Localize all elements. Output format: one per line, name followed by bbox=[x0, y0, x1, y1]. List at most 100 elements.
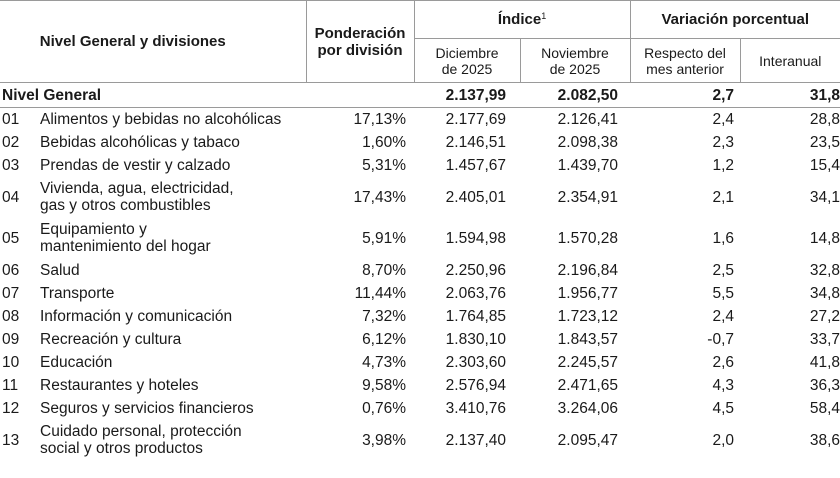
division-nov-index: 1.439,70 bbox=[557, 156, 619, 174]
division-code: 12 bbox=[2, 399, 20, 417]
division-dec-index: 2.405,01 bbox=[445, 188, 507, 206]
index-header: Índice1 bbox=[413, 0, 631, 39]
prev-header-line2: mes anterior bbox=[646, 60, 724, 77]
variation-header: Variación porcentual bbox=[629, 0, 840, 39]
division-code: 11 bbox=[2, 376, 19, 394]
prev-month-header: Respecto del mes anterior bbox=[629, 38, 741, 83]
division-name-line1: Prendas de vestir y calzado bbox=[40, 156, 231, 174]
division-name: Vivienda, agua, electricidad, gas y otros… bbox=[38, 177, 306, 218]
division-yoy-variation: 34,8 bbox=[809, 284, 840, 302]
division-row: 04 Vivienda, agua, electricidad, gas y otr… bbox=[0, 177, 840, 218]
division-weight: 0,76% bbox=[362, 399, 407, 417]
division-name: Seguros y servicios financieros bbox=[38, 397, 306, 420]
division-nov-index: 2.098,38 bbox=[557, 133, 619, 151]
divisions-header-label: Nivel General y divisiones bbox=[39, 33, 226, 50]
index-footnote-mark: 1 bbox=[541, 11, 547, 21]
variation-header-label: Variación porcentual bbox=[661, 11, 810, 28]
division-name: Cuidado personal, protección social y otr… bbox=[38, 420, 306, 461]
division-code: 08 bbox=[2, 307, 20, 325]
weight-header-line1: Ponderación bbox=[314, 24, 406, 42]
weight-header-line2: por división bbox=[317, 41, 403, 59]
division-name: Transporte bbox=[38, 282, 306, 305]
division-nov-index: 1.723,12 bbox=[557, 307, 619, 325]
division-weight: 1,60% bbox=[362, 133, 407, 151]
division-dec-index: 2.063,76 bbox=[445, 284, 507, 302]
general-level-dec: 2.137,99 bbox=[414, 82, 521, 108]
division-monthly-variation: 1,2 bbox=[712, 156, 735, 174]
division-name-line1: Cuidado personal, protección bbox=[40, 423, 242, 440]
division-name-line1: Equipamiento y bbox=[40, 221, 147, 238]
division-nov-index: 2.095,47 bbox=[557, 431, 619, 449]
division-row: 09 Recreación y cultura 6,12% 1.830,10 1.843… bbox=[0, 328, 840, 351]
division-dec-index: 2.576,94 bbox=[445, 376, 507, 394]
division-code: 07 bbox=[2, 284, 20, 302]
division-row: 07 Transporte 11,44% 2.063,76 1.956,77 5,5 34,… bbox=[0, 282, 840, 305]
division-row: 13 Cuidado personal, protección social y o… bbox=[0, 420, 840, 461]
division-monthly-variation: 4,3 bbox=[712, 376, 735, 394]
division-row: 03 Prendas de vestir y calzado 5,31% 1.457,… bbox=[0, 154, 840, 177]
division-dec-index: 3.410,76 bbox=[445, 399, 507, 417]
division-name-line1: Restaurantes y hoteles bbox=[40, 376, 199, 394]
yoy-header: Interanual bbox=[739, 38, 840, 83]
division-dec-index: 2.146,51 bbox=[445, 133, 507, 151]
division-yoy-variation: 28,8 bbox=[809, 110, 840, 128]
division-monthly-variation: 2,6 bbox=[712, 353, 735, 371]
division-yoy-variation: 34,1 bbox=[809, 188, 840, 206]
table-body: Nivel General 2.137,99 2.082,50 2,7 31,8… bbox=[0, 82, 840, 461]
division-monthly-variation: 2,0 bbox=[712, 431, 735, 449]
division-name: Restaurantes y hoteles bbox=[38, 374, 306, 397]
division-code: 06 bbox=[2, 261, 20, 279]
division-row: 11 Restaurantes y hoteles 9,58% 2.576,94 2.4… bbox=[0, 374, 840, 397]
dec-header-line2: de 2025 bbox=[441, 60, 493, 77]
division-nov-index: 2.126,41 bbox=[557, 110, 619, 128]
division-code: 02 bbox=[2, 133, 20, 151]
division-row: 01 Alimentos y bebidas no alcohólicas 17,1… bbox=[0, 108, 840, 131]
general-level-label: Nivel General bbox=[0, 82, 307, 108]
division-name-line2: mantenimiento del hogar bbox=[40, 238, 211, 255]
division-row: 10 Educación 4,73% 2.303,60 2.245,57 2,6 41,8 bbox=[0, 351, 840, 374]
cpi-table: Nivel General y divisiones Ponderación p… bbox=[0, 0, 840, 461]
division-dec-index: 1.764,85 bbox=[445, 307, 507, 325]
divisions-header: Nivel General y divisiones bbox=[0, 0, 307, 83]
division-name-line1: Bebidas alcohólicas y tabaco bbox=[40, 133, 240, 151]
division-code: 03 bbox=[2, 156, 20, 174]
division-dec-index: 2.303,60 bbox=[445, 353, 507, 371]
division-code: 10 bbox=[2, 353, 20, 371]
division-code: 01 bbox=[2, 110, 20, 128]
division-yoy-variation: 23,5 bbox=[809, 133, 840, 151]
general-level-var: 2,7 bbox=[630, 82, 741, 108]
division-yoy-variation: 27,2 bbox=[809, 307, 840, 325]
dec-header-line1: Diciembre bbox=[435, 44, 499, 61]
division-yoy-variation: 33,7 bbox=[809, 330, 840, 348]
division-code: 09 bbox=[2, 330, 20, 348]
division-yoy-variation: 36,3 bbox=[809, 376, 840, 394]
division-weight: 5,91% bbox=[362, 229, 407, 247]
division-weight: 17,13% bbox=[353, 110, 407, 128]
division-name: Bebidas alcohólicas y tabaco bbox=[38, 131, 306, 154]
general-level-row: Nivel General 2.137,99 2.082,50 2,7 31,8 bbox=[0, 82, 840, 108]
division-name-line1: Alimentos y bebidas no alcohólicas bbox=[40, 110, 282, 128]
division-name: Información y comunicación bbox=[38, 305, 306, 328]
division-weight: 3,98% bbox=[362, 431, 407, 449]
division-dec-index: 1.830,10 bbox=[445, 330, 507, 348]
nov-2025-header: Noviembre de 2025 bbox=[519, 38, 631, 83]
yoy-header-label: Interanual bbox=[759, 52, 822, 69]
division-name-line1: Educación bbox=[40, 353, 113, 371]
division-nov-index: 2.471,65 bbox=[557, 376, 619, 394]
division-row: 02 Bebidas alcohólicas y tabaco 1,60% 2.146… bbox=[0, 131, 840, 154]
division-weight: 6,12% bbox=[362, 330, 407, 348]
general-level-weight bbox=[306, 82, 415, 108]
division-nov-index: 1.570,28 bbox=[557, 229, 619, 247]
division-row: 05 Equipamiento y mantenimiento del hogar 5… bbox=[0, 218, 840, 259]
division-monthly-variation: 1,6 bbox=[712, 229, 735, 247]
division-dec-index: 1.457,67 bbox=[445, 156, 507, 174]
division-nov-index: 3.264,06 bbox=[557, 399, 619, 417]
division-monthly-variation: -0,7 bbox=[707, 330, 735, 348]
division-monthly-variation: 2,1 bbox=[712, 188, 735, 206]
division-code: 13 bbox=[2, 431, 20, 449]
division-name-line1: Información y comunicación bbox=[40, 307, 233, 325]
division-row: 08 Información y comunicación 7,32% 1.764,8… bbox=[0, 305, 840, 328]
division-weight: 5,31% bbox=[362, 156, 407, 174]
prev-header-line1: Respecto del bbox=[644, 44, 726, 61]
division-name: Alimentos y bebidas no alcohólicas bbox=[38, 108, 306, 131]
